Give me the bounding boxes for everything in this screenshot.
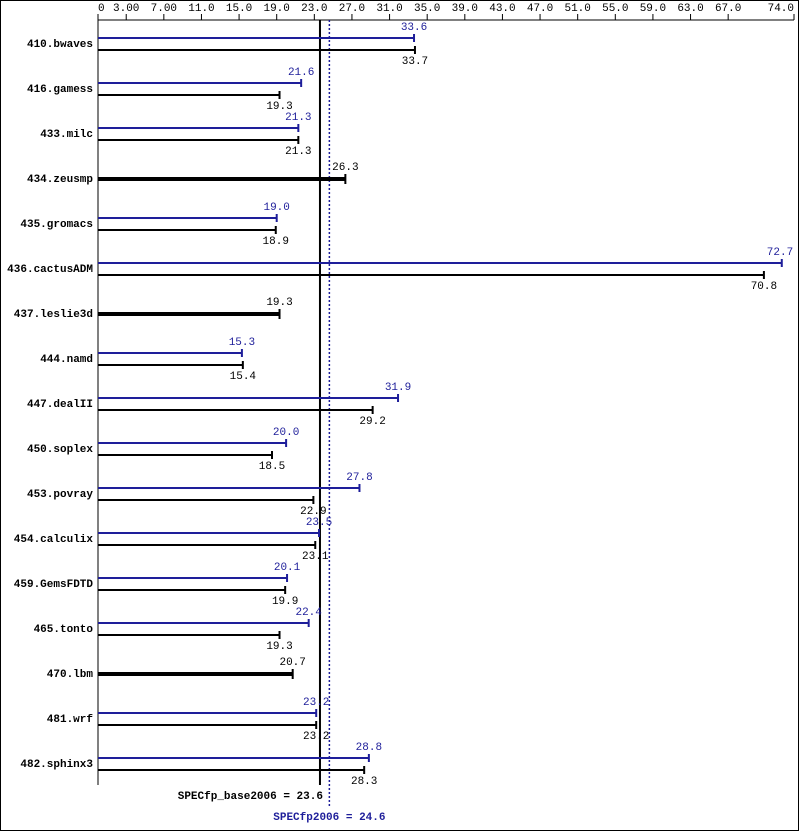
category-label: 437.leslie3d bbox=[14, 309, 93, 321]
category-label: 481.wrf bbox=[47, 714, 94, 726]
category-label: 459.GemsFDTD bbox=[14, 579, 94, 591]
value-label: 72.7 bbox=[767, 247, 793, 259]
category-label: 433.milc bbox=[40, 129, 93, 141]
x-tick-label: 23.0 bbox=[301, 3, 327, 15]
value-label: 19.0 bbox=[263, 202, 289, 214]
x-tick-label: 63.0 bbox=[677, 3, 703, 15]
value-label: 23.2 bbox=[303, 731, 329, 743]
value-label: 33.6 bbox=[401, 22, 427, 34]
category-label: 444.namd bbox=[40, 354, 93, 366]
value-label: 19.3 bbox=[266, 297, 292, 309]
x-tick-label: 47.0 bbox=[527, 3, 553, 15]
value-label: 21.6 bbox=[288, 67, 314, 79]
category-label: 453.povray bbox=[27, 489, 93, 501]
value-label: 23.1 bbox=[302, 551, 329, 563]
x-tick-label: 31.0 bbox=[376, 3, 402, 15]
x-tick-label: 3.00 bbox=[113, 3, 139, 15]
x-tick-label: 19.0 bbox=[263, 3, 289, 15]
value-label: 15.3 bbox=[229, 337, 255, 349]
value-label: 19.9 bbox=[272, 596, 298, 608]
value-label: 20.7 bbox=[279, 657, 305, 669]
value-label: 20.1 bbox=[274, 562, 301, 574]
category-label: 470.lbm bbox=[47, 669, 94, 681]
value-label: 22.4 bbox=[295, 607, 322, 619]
value-label: 19.3 bbox=[266, 101, 292, 113]
x-tick-label: 35.0 bbox=[414, 3, 440, 15]
category-label: 465.tonto bbox=[34, 624, 94, 636]
x-tick-label: 15.0 bbox=[226, 3, 252, 15]
value-label: 21.3 bbox=[285, 146, 311, 158]
x-tick-label: 74.0 bbox=[768, 3, 794, 15]
x-tick-label: 55.0 bbox=[602, 3, 628, 15]
category-label: 447.dealII bbox=[27, 399, 93, 411]
category-label: 454.calculix bbox=[14, 534, 94, 546]
value-label: 18.5 bbox=[259, 461, 285, 473]
value-label: 21.3 bbox=[285, 112, 311, 124]
x-tick-label: 27.0 bbox=[339, 3, 365, 15]
x-tick-label: 59.0 bbox=[640, 3, 666, 15]
value-label: 23.2 bbox=[303, 697, 329, 709]
category-label: 434.zeusmp bbox=[27, 174, 93, 186]
category-label: 410.bwaves bbox=[27, 39, 93, 51]
value-label: 28.8 bbox=[356, 742, 382, 754]
x-tick-label: 39.0 bbox=[452, 3, 478, 15]
category-label: 436.cactusADM bbox=[7, 264, 93, 276]
value-label: 29.2 bbox=[359, 416, 385, 428]
x-tick-label: 7.00 bbox=[151, 3, 177, 15]
value-label: 22.9 bbox=[300, 506, 326, 518]
value-label: 18.9 bbox=[263, 236, 289, 248]
x-tick-label: 43.0 bbox=[489, 3, 515, 15]
category-label: 482.sphinx3 bbox=[20, 759, 93, 771]
value-label: 27.8 bbox=[346, 472, 372, 484]
category-label: 450.soplex bbox=[27, 444, 93, 456]
value-label: 20.0 bbox=[273, 427, 299, 439]
reference-label: SPECfp2006 = 24.6 bbox=[273, 812, 385, 824]
value-label: 31.9 bbox=[385, 382, 411, 394]
value-label: 70.8 bbox=[751, 281, 777, 293]
value-label: 23.5 bbox=[306, 517, 332, 529]
value-label: 19.3 bbox=[266, 641, 292, 653]
category-label: 435.gromacs bbox=[20, 219, 93, 231]
x-tick-label: 51.0 bbox=[564, 3, 590, 15]
x-tick-label: 0 bbox=[98, 3, 105, 15]
reference-label: SPECfp_base2006 = 23.6 bbox=[178, 791, 323, 803]
category-label: 416.gamess bbox=[27, 84, 93, 96]
value-label: 26.3 bbox=[332, 162, 358, 174]
value-label: 33.7 bbox=[402, 56, 428, 68]
x-tick-label: 11.0 bbox=[188, 3, 214, 15]
value-label: 28.3 bbox=[351, 776, 377, 788]
x-tick-label: 67.0 bbox=[715, 3, 741, 15]
value-label: 15.4 bbox=[230, 371, 257, 383]
